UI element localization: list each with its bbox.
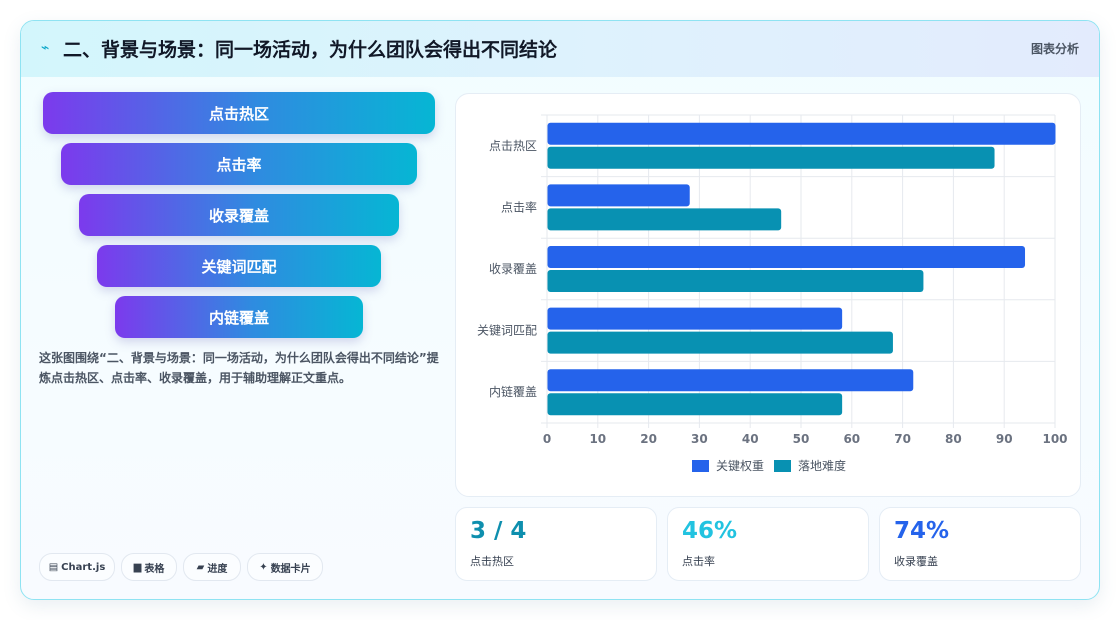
- funnel-label: 内链覆盖: [208, 308, 269, 327]
- chart-description: 这张图围绕“二、背景与场景：同一场活动，为什么团队会得出不同结论”提炼点击热区、…: [39, 351, 439, 385]
- stat-card-1: 3 / 4 点击热区: [455, 507, 657, 581]
- header-tag: 图表分析: [1030, 42, 1079, 56]
- stat-label: 点击热区: [470, 555, 514, 568]
- table-icon: ▆: [133, 561, 142, 573]
- x-tick-label: 70: [894, 432, 911, 446]
- bar-chart: 0 10 20 30 40 50 60 70 80 90 100 点击热区点击率收录覆盖关键词匹配内链…: [477, 114, 1068, 473]
- chip-label: 进度: [207, 563, 228, 575]
- funnel-label: 收录覆盖: [208, 206, 269, 225]
- x-tick-label: 80: [945, 432, 962, 446]
- bar-series-1: [547, 122, 1056, 145]
- chip-label: 数据卡片: [270, 563, 311, 575]
- bar-series-1: [547, 246, 1026, 268]
- bolt-icon: ⌁: [41, 40, 50, 56]
- stat-value: 46%: [682, 518, 738, 544]
- chip-label: Chart.js: [61, 561, 106, 573]
- chip-chartjs[interactable]: ▤ Chart.js: [39, 553, 115, 581]
- chart-panel: 0 10 20 30 40 50 60 70 80 90 100 点击热区点击率收录覆盖关键词匹配内链…: [455, 93, 1081, 497]
- legend-swatch: [774, 460, 791, 472]
- funnel-bar-4: 关键词匹配: [97, 245, 381, 287]
- header: ⌁ 二、背景与场景：同一场活动，为什么团队会得出不同结论 图表分析: [21, 21, 1099, 77]
- chart-icon: ▤: [48, 561, 59, 573]
- chip-table[interactable]: ▆ 表格: [121, 553, 177, 581]
- bar-series-2: [547, 146, 995, 169]
- funnel-bar-2: 点击率: [61, 143, 417, 185]
- x-tick-label: 40: [742, 432, 759, 446]
- legend-label: 落地难度: [798, 458, 846, 473]
- funnel-label: 关键词匹配: [201, 257, 277, 276]
- y-tick-label: 收录覆盖: [489, 262, 537, 276]
- chip-data-card[interactable]: ✦ 数据卡片: [247, 553, 323, 581]
- y-tick-label: 点击热区: [489, 139, 537, 153]
- stat-value: 3 / 4: [470, 518, 527, 544]
- bar-series-2: [547, 208, 782, 231]
- x-tick-label: 20: [640, 432, 657, 446]
- page-title: 二、背景与场景：同一场活动，为什么团队会得出不同结论: [63, 39, 558, 61]
- y-tick-label: 内链覆盖: [489, 384, 537, 399]
- bar-series-2: [547, 331, 893, 354]
- bar-series-1: [547, 369, 914, 392]
- chip-label: 表格: [144, 563, 165, 575]
- progress-icon: ▰: [196, 561, 205, 573]
- bar-series-1: [547, 307, 843, 330]
- chip-progress[interactable]: ▰ 进度: [183, 553, 241, 581]
- legend-swatch: [692, 460, 709, 472]
- funnel-label: 点击率: [216, 155, 262, 174]
- x-tick-label: 100: [1042, 432, 1067, 446]
- funnel-bar-1: 点击热区: [43, 92, 435, 134]
- x-tick-label: 50: [793, 432, 810, 446]
- main-card: ⌁ 二、背景与场景：同一场活动，为什么团队会得出不同结论 图表分析 点击热区 点…: [20, 20, 1100, 600]
- bar-series-2: [547, 393, 843, 416]
- funnel-label: 点击热区: [208, 104, 269, 123]
- y-tick-label: 关键词匹配: [477, 324, 537, 338]
- stat-value: 74%: [894, 518, 950, 544]
- x-tick-label: 10: [589, 432, 606, 446]
- stat-label: 收录覆盖: [894, 555, 938, 568]
- stat-card-2: 46% 点击率: [667, 507, 869, 581]
- x-tick-label: 90: [996, 432, 1013, 446]
- y-tick-label: 点击率: [501, 199, 537, 214]
- legend-label: 关键权重: [716, 459, 764, 473]
- funnel-bar-5: 内链覆盖: [115, 296, 363, 338]
- x-tick-label: 60: [843, 432, 860, 446]
- sparkle-icon: ✦: [259, 561, 268, 573]
- bar-series-1: [547, 184, 690, 207]
- stat-label: 点击率: [682, 555, 715, 568]
- funnel-bar-3: 收录覆盖: [79, 194, 399, 236]
- bar-series-2: [547, 270, 924, 292]
- stat-card-3: 74% 收录覆盖: [879, 507, 1081, 581]
- x-tick-label: 0: [543, 432, 551, 446]
- x-tick-label: 30: [691, 432, 708, 446]
